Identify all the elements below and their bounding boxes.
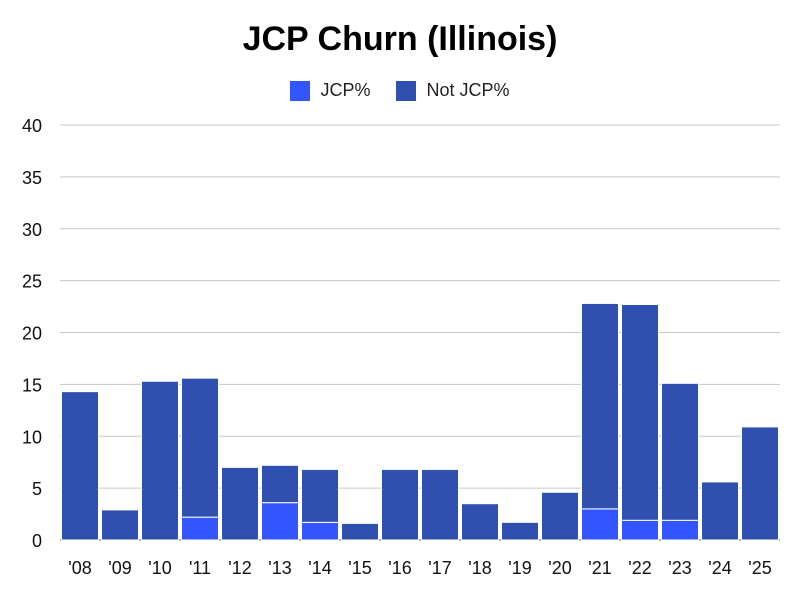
x-tick-label: '19: [508, 558, 531, 578]
bar-jcp: [621, 519, 659, 541]
x-tick-label: '09: [108, 558, 131, 578]
legend: JCP% Not JCP%: [0, 80, 800, 101]
bar-not-jcp: [221, 466, 259, 541]
x-tick-label: '24: [708, 558, 731, 578]
chart-title: JCP Churn (Illinois): [242, 20, 558, 58]
bar-not-jcp: [701, 481, 739, 541]
x-tick-label: '14: [308, 558, 331, 578]
y-tick-label: 10: [22, 427, 42, 447]
y-tick-label: 30: [22, 220, 42, 240]
bar-jcp: [181, 516, 219, 541]
bar-not-jcp: [181, 377, 219, 518]
bar-jcp: [661, 519, 699, 541]
x-tick-label: '21: [588, 558, 611, 578]
x-tick-label: '12: [228, 558, 251, 578]
x-tick-label: '18: [468, 558, 491, 578]
bar-jcp: [301, 521, 339, 541]
x-tick-label: '23: [668, 558, 691, 578]
bar-not-jcp: [621, 303, 659, 521]
x-tick-label: '08: [68, 558, 91, 578]
bar-not-jcp: [541, 491, 579, 541]
bar-not-jcp: [381, 468, 419, 541]
y-tick-label: 0: [32, 531, 42, 551]
bar-not-jcp: [461, 503, 499, 541]
bar-not-jcp: [661, 382, 699, 521]
bar-not-jcp: [101, 509, 139, 541]
legend-swatch-jcp: [290, 80, 311, 101]
y-tick-label: 35: [22, 168, 42, 188]
x-tick-label: '10: [148, 558, 171, 578]
legend-label-not-jcp: Not JCP%: [426, 80, 510, 100]
bar-not-jcp: [341, 522, 379, 541]
x-tick-label: '15: [348, 558, 371, 578]
x-tick-label: '20: [548, 558, 571, 578]
y-tick-label: 5: [32, 479, 42, 499]
bar-not-jcp: [501, 521, 539, 541]
bar-not-jcp: [421, 468, 459, 541]
bar-not-jcp: [741, 426, 779, 541]
bar-jcp: [261, 502, 299, 541]
bar-not-jcp: [61, 391, 99, 541]
bar-not-jcp: [581, 302, 619, 510]
legend-label-jcp: JCP%: [320, 80, 371, 100]
x-tick-label: '16: [388, 558, 411, 578]
legend-item-not-jcp[interactable]: Not JCP%: [396, 80, 510, 101]
legend-item-jcp[interactable]: JCP%: [290, 80, 370, 101]
bar-not-jcp: [261, 464, 299, 504]
x-tick-label: '25: [748, 558, 771, 578]
x-tick-label: '22: [628, 558, 651, 578]
bar-not-jcp: [141, 380, 179, 541]
y-tick-label: 25: [22, 272, 42, 292]
y-tick-label: 20: [22, 324, 42, 344]
bar-jcp: [581, 508, 619, 541]
x-tick-label: '11: [189, 558, 211, 578]
legend-swatch-not-jcp: [396, 80, 417, 101]
y-tick-label: 40: [22, 116, 42, 136]
y-tick-label: 15: [22, 375, 42, 395]
x-tick-label: '17: [428, 558, 451, 578]
bar-not-jcp: [301, 468, 339, 523]
x-tick-label: '13: [268, 558, 291, 578]
